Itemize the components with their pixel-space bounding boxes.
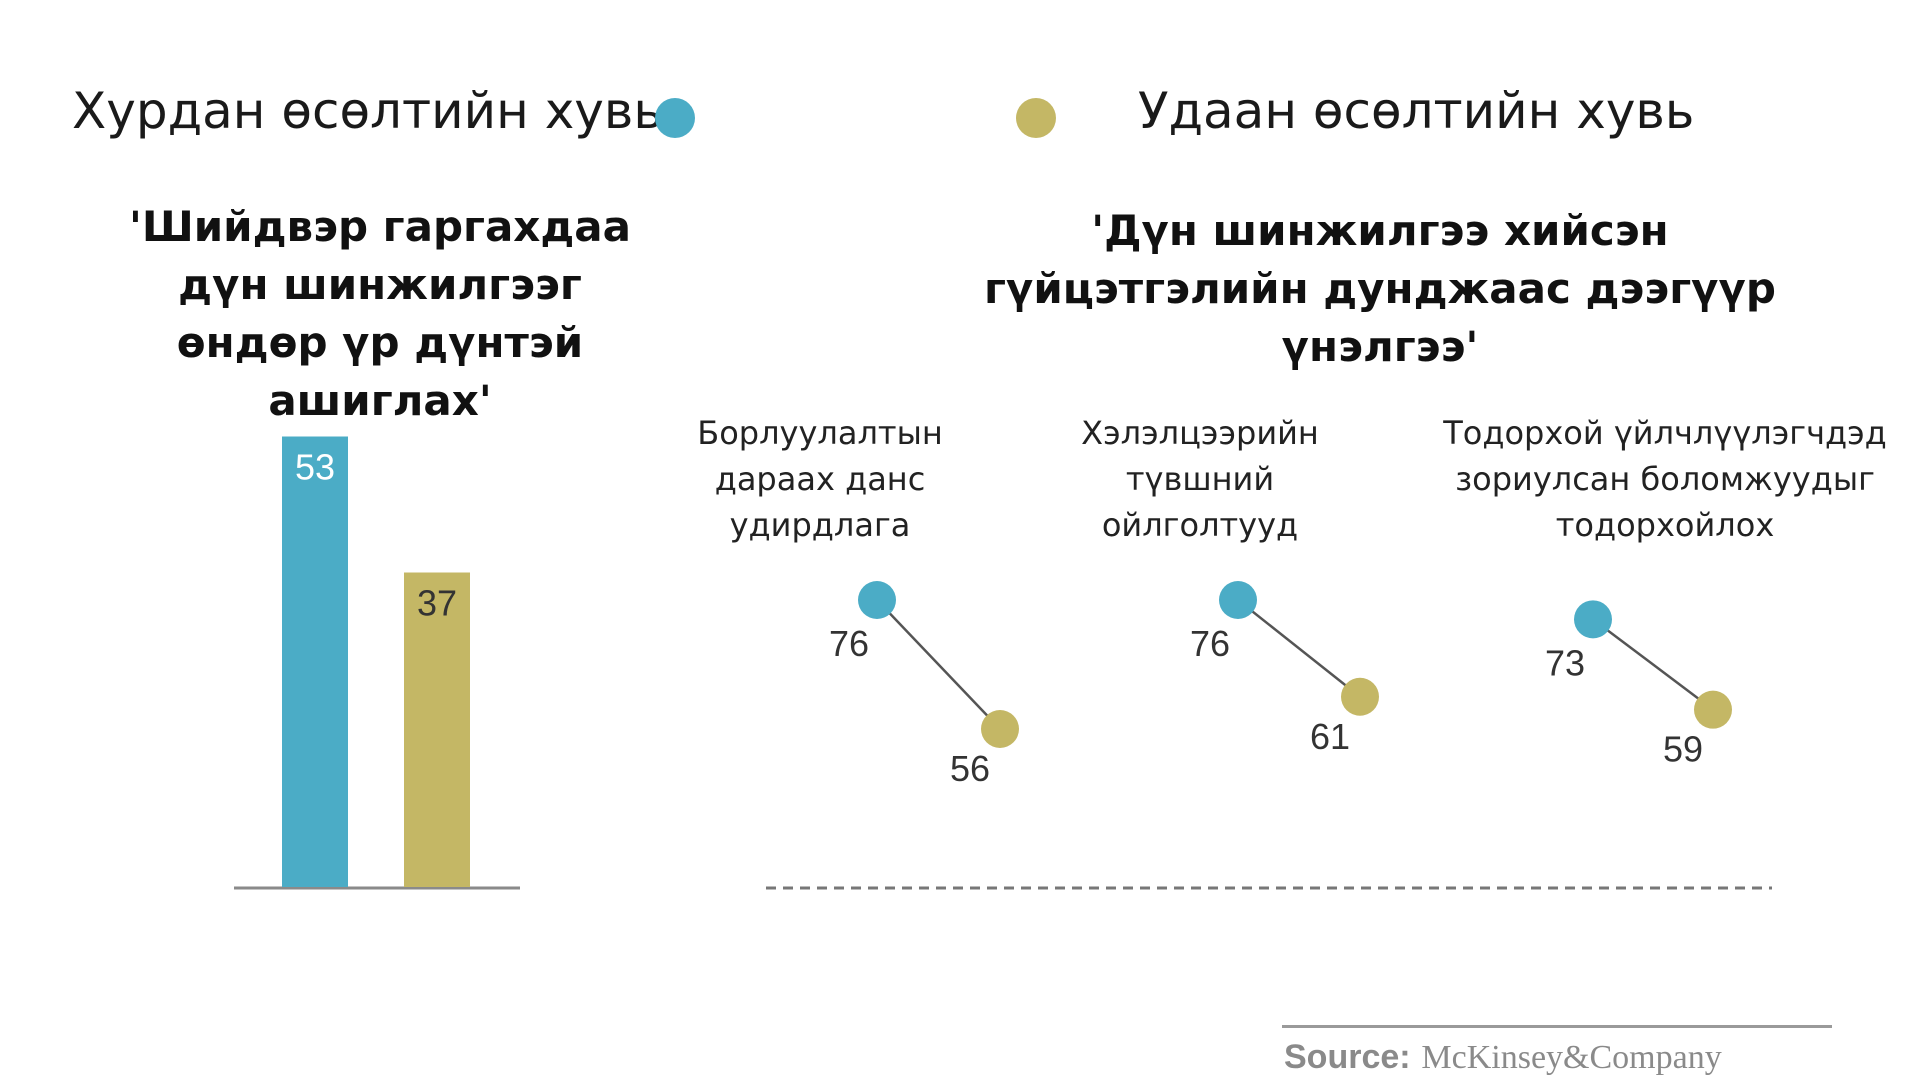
source-divider: [1282, 1025, 1832, 1028]
group-label-3-line-2: зориулсан боломжуудыг: [1455, 460, 1875, 498]
dumbbell-value-fast-1: 76: [829, 623, 869, 664]
legend-label-slow: Удаан өсөлтийн хувь: [1138, 82, 1695, 140]
bar-slow-value-label: 37: [417, 583, 457, 624]
dumbbell-chart-title-line-3: үнэлгээ': [1281, 322, 1479, 371]
dumbbell-chart-title-line-2: гүйцэтгэлийн дунджаас дээгүүр: [984, 264, 1776, 313]
bar-chart-title-line-2: дүн шинжилгээг: [178, 260, 582, 309]
bar-chart-title: 'Шийдвэр гаргахдаа дүн шинжилгээг өндөр …: [110, 198, 650, 430]
source-credit: Source: McKinsey&Company: [1284, 1034, 1722, 1081]
group-label-2-line-1: Хэлэлцээрийн: [1081, 414, 1319, 452]
legend-dot-fast-icon: [655, 98, 695, 138]
group-label-3-line-1: Тодорхой үйлчлүүлэгчдэд: [1443, 414, 1887, 452]
dumbbell-connector-3: [1592, 618, 1714, 711]
bar-chart-title-line-3: өндөр үр дүнтэй: [176, 318, 584, 367]
group-label-1-line-3: удирдлага: [729, 506, 911, 544]
group-label-1-line-2: дараах данс: [714, 460, 926, 498]
source-prefix: Source:: [1284, 1038, 1411, 1076]
bar-chart-title-line-1: 'Шийдвэр гаргахдаа: [128, 202, 631, 251]
dumbbell-connector-1: [876, 599, 1001, 730]
group-label-3-line-3: тодорхойлох: [1555, 506, 1775, 544]
bar-chart-title-line-4: ашиглах': [268, 376, 492, 425]
dumbbell-value-slow-3: 59: [1663, 729, 1703, 770]
dumbbell-dot-fast-1: [858, 581, 896, 619]
dumbbell-value-fast-3: 73: [1545, 642, 1585, 683]
group-label-1-line-1: Борлуулалтын: [697, 414, 943, 452]
group-label-1: Борлуулалтын дараах данс удирдлага: [660, 410, 980, 548]
bar-fast-value-label: 53: [295, 447, 335, 488]
source-brand: McKinsey&Company: [1421, 1039, 1722, 1076]
dumbbell-dot-fast-2: [1219, 581, 1257, 619]
dumbbell-chart-title: 'Дүн шинжилгээ хийсэн гүйцэтгэлийн дундж…: [960, 202, 1800, 376]
dumbbell-dot-slow-1: [981, 710, 1019, 748]
group-label-2-line-3: ойлголтууд: [1101, 506, 1299, 544]
group-label-2-line-2: түвшний: [1125, 460, 1275, 498]
dumbbell-connector-2: [1237, 599, 1361, 698]
group-label-3: Тодорхой үйлчлүүлэгчдэд зориулсан боломж…: [1425, 410, 1905, 548]
dumbbell-value-slow-2: 61: [1310, 716, 1350, 757]
dumbbell-value-slow-1: 56: [950, 748, 990, 789]
dumbbell-dot-slow-2: [1341, 677, 1379, 716]
dumbbell-dot-slow-3: [1694, 690, 1732, 729]
bar-fast: [282, 436, 348, 887]
dumbbell-dot-fast-3: [1574, 600, 1612, 639]
dumbbell-chart-title-line-1: 'Дүн шинжилгээ хийсэн: [1091, 206, 1669, 255]
bar-slow: [404, 572, 470, 887]
legend-dot-slow-icon: [1016, 98, 1056, 138]
dumbbell-value-fast-2: 76: [1190, 623, 1230, 664]
group-label-2: Хэлэлцээрийн түвшний ойлголтууд: [1040, 410, 1360, 548]
legend-label-fast: Хурдан өсөлтийн хувь: [72, 82, 663, 140]
